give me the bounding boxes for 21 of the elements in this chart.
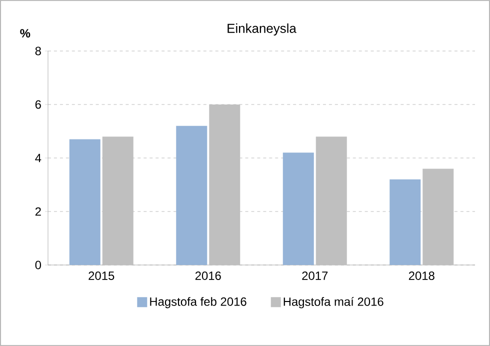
bar bbox=[422, 168, 454, 265]
legend-label: Hagstofa maí 2016 bbox=[284, 297, 384, 308]
chart-title: Einkaneysla bbox=[228, 23, 296, 36]
y-tick-label: 0 bbox=[35, 260, 42, 270]
x-tick-label: 2018 bbox=[408, 272, 434, 280]
bar bbox=[102, 136, 134, 265]
y-tick-label: 4 bbox=[35, 154, 42, 162]
x-tick-label: 2016 bbox=[195, 272, 221, 280]
legend-label: Hagstofa feb 2016 bbox=[150, 297, 246, 308]
bar bbox=[390, 179, 421, 265]
bar bbox=[69, 139, 100, 265]
y-tick-label: 6 bbox=[35, 100, 41, 109]
bar bbox=[209, 104, 240, 265]
x-tick-label: 2015 bbox=[88, 272, 114, 280]
x-tick-label: 2017 bbox=[302, 272, 328, 280]
bar bbox=[176, 126, 208, 265]
bar bbox=[282, 152, 314, 265]
y-tick-label: 8 bbox=[35, 46, 41, 56]
y-tick-label: 2 bbox=[35, 207, 41, 216]
y-axis-title: % bbox=[20, 29, 30, 38]
bar bbox=[316, 136, 347, 265]
